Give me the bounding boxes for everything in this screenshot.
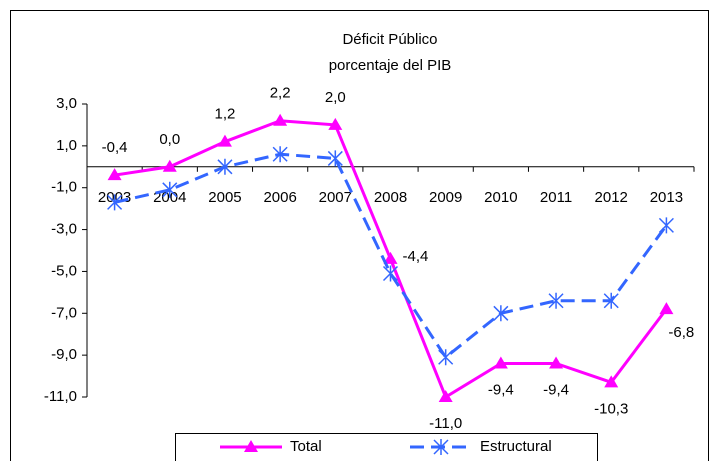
- data-label: -9,4: [543, 381, 569, 398]
- marker: [107, 168, 122, 181]
- y-tick-label: 1,0: [56, 137, 77, 154]
- y-tick-label: -1,0: [51, 179, 77, 196]
- marker: [438, 349, 454, 366]
- x-tick-label: 2007: [319, 189, 352, 206]
- x-tick-label: 2006: [263, 189, 296, 206]
- marker: [603, 292, 619, 309]
- x-tick-label: 2005: [208, 189, 241, 206]
- marker: [658, 217, 674, 234]
- x-tick-label: 2009: [429, 189, 462, 206]
- y-tick-label: -9,0: [51, 346, 77, 363]
- data-label: -11,0: [429, 415, 462, 432]
- y-tick-label: -5,0: [51, 262, 77, 279]
- marker: [493, 305, 509, 322]
- marker: [162, 159, 177, 172]
- marker: [244, 440, 258, 452]
- data-label: 2,2: [270, 85, 291, 102]
- y-tick-label: 3,0: [56, 95, 77, 112]
- marker: [433, 439, 449, 455]
- data-label: -4,4: [403, 248, 429, 265]
- marker: [217, 158, 233, 175]
- marker: [327, 150, 343, 167]
- data-label: -9,4: [488, 381, 514, 398]
- data-label: -10,3: [594, 400, 628, 417]
- marker: [107, 194, 123, 211]
- y-tick-label: -11,0: [44, 388, 77, 405]
- y-tick-label: -3,0: [51, 221, 77, 238]
- data-label: 2,0: [325, 89, 346, 106]
- series-line: [114, 152, 668, 360]
- marker: [328, 117, 343, 130]
- data-label: -6,8: [668, 324, 694, 341]
- marker: [493, 356, 508, 369]
- x-tick-label: 2010: [484, 189, 517, 206]
- data-label: -0,4: [102, 139, 128, 156]
- marker: [217, 134, 232, 147]
- x-tick-label: 2011: [540, 189, 572, 206]
- x-tick-label: 2012: [595, 189, 628, 206]
- marker: [659, 302, 674, 315]
- y-tick-label: -7,0: [51, 304, 77, 321]
- chart-subtitle: porcentaje del PIB: [329, 57, 452, 74]
- chart-title: Déficit Público: [342, 31, 437, 48]
- x-tick-label: 2013: [650, 189, 683, 206]
- legend-label: Total: [290, 438, 322, 455]
- chart-border: [10, 10, 709, 461]
- marker: [548, 292, 564, 309]
- marker: [382, 265, 399, 282]
- marker: [273, 113, 288, 126]
- marker: [438, 390, 453, 402]
- marker: [162, 181, 178, 198]
- marker: [604, 375, 619, 388]
- data-label: 0,0: [159, 131, 180, 148]
- data-label: 1,2: [215, 106, 236, 123]
- marker: [549, 356, 564, 369]
- marker: [383, 251, 398, 264]
- legend-label: Estructural: [480, 438, 552, 455]
- marker: [272, 146, 288, 163]
- x-tick-label: 2008: [374, 189, 407, 206]
